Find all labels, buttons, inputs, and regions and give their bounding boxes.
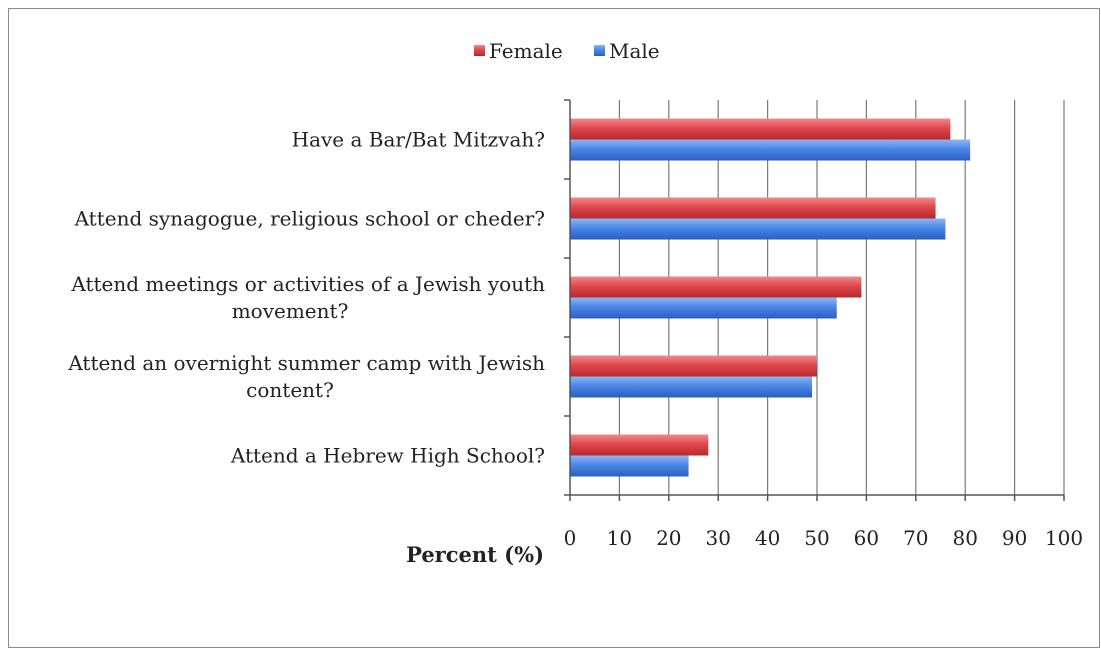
bar-female-0: [570, 118, 951, 140]
bar-male-1: [570, 218, 946, 240]
category-label: Attend meetings or activities of a Jewis…: [70, 272, 545, 323]
category-label: Attend synagogue, religious school or ch…: [74, 207, 545, 231]
legend-swatch-male: [594, 45, 605, 56]
bar-female-4: [570, 434, 709, 456]
bar-female-1: [570, 197, 936, 219]
legend-label-male: Male: [609, 39, 660, 63]
axes: [564, 99, 1065, 501]
x-tick-label: 10: [607, 526, 632, 550]
legend-swatch-female: [474, 45, 485, 56]
x-tick-label: 100: [1045, 526, 1083, 550]
legend: Female Male: [474, 39, 660, 63]
category-label: Attend a Hebrew High School?: [230, 444, 545, 468]
x-tick-label: 80: [952, 526, 977, 550]
x-tick-label: 50: [804, 526, 829, 550]
bar-male-4: [570, 455, 689, 477]
x-axis-title: Percent (%): [406, 542, 544, 567]
gridlines: [618, 100, 1065, 495]
chart-frame: [8, 8, 1100, 648]
x-tick-label: 90: [1002, 526, 1027, 550]
category-labels: Have a Bar/Bat Mitzvah? Attend synagogue,…: [67, 128, 545, 468]
x-tick-label: 70: [903, 526, 928, 550]
x-tick-label: 0: [564, 526, 577, 550]
bar-male-2: [570, 297, 837, 319]
legend-label-female: Female: [489, 39, 563, 63]
bar-chart: Have a Bar/Bat Mitzvah? Attend synagogue,…: [67, 39, 1083, 567]
x-tick-label: 60: [854, 526, 879, 550]
bar-male-0: [570, 139, 971, 161]
x-tick-labels: 0 10 20 30 40 50 60 70 80 90 100: [564, 526, 1083, 550]
x-tick-label: 30: [705, 526, 730, 550]
bars: [570, 118, 971, 477]
category-label: Attend an overnight summer camp with Jew…: [67, 351, 545, 402]
x-tick-label: 20: [656, 526, 681, 550]
bar-female-3: [570, 355, 817, 377]
bar-female-2: [570, 276, 862, 298]
category-label: Have a Bar/Bat Mitzvah?: [292, 128, 545, 152]
x-tick-label: 40: [755, 526, 780, 550]
bar-male-3: [570, 376, 813, 398]
